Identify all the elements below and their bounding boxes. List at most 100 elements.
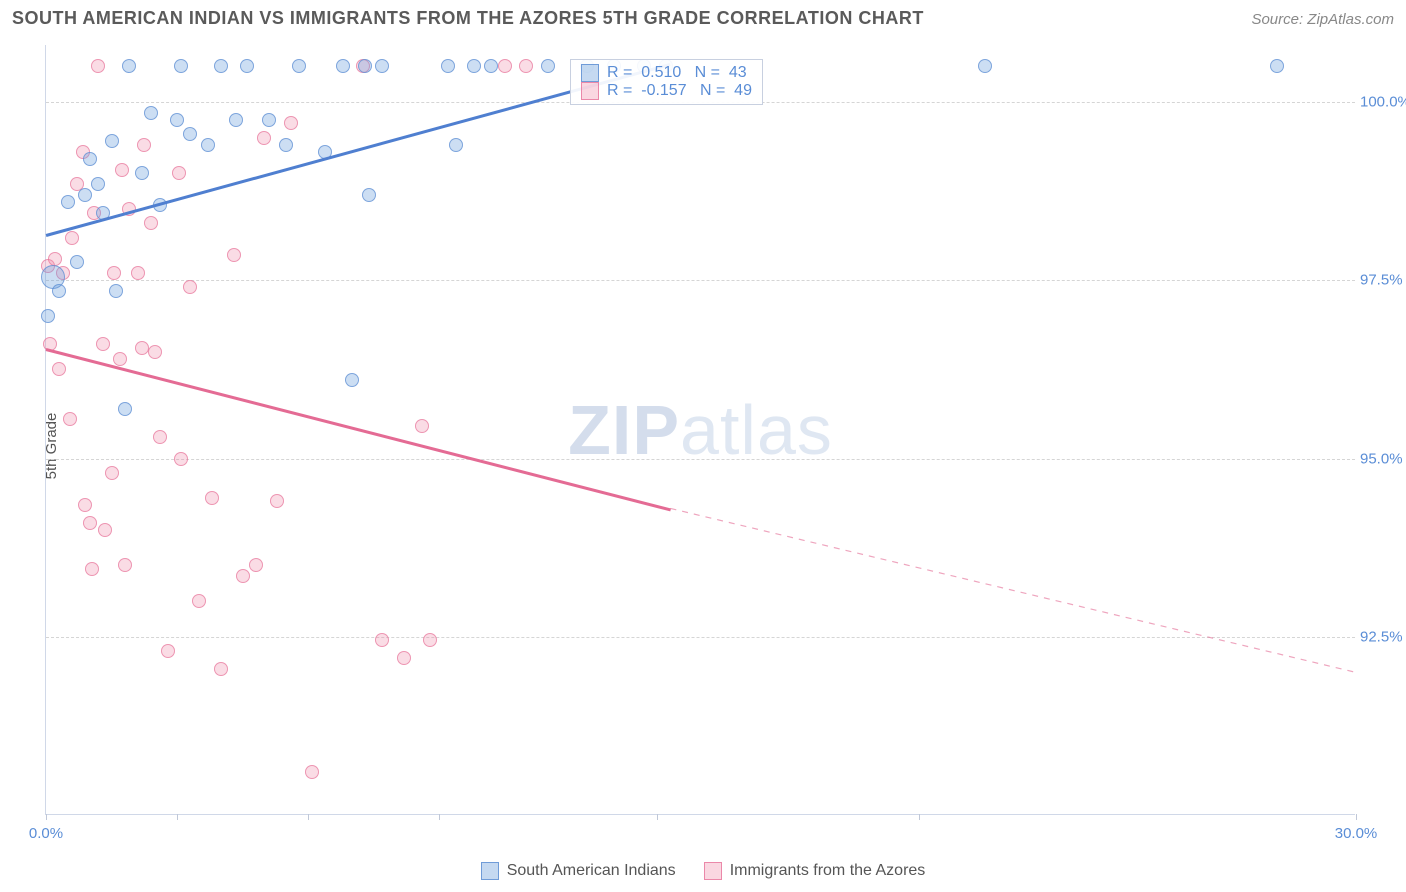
stats-legend: R = 0.510 N = 43R = -0.157 N = 49: [570, 59, 763, 105]
scatter-point: [41, 309, 55, 323]
scatter-point: [65, 231, 79, 245]
scatter-point: [498, 59, 512, 73]
scatter-point: [284, 116, 298, 130]
legend-swatch-blue: [481, 862, 499, 880]
bottom-legend-label: South American Indians: [507, 862, 676, 880]
scatter-point: [98, 523, 112, 537]
watermark: ZIPatlas: [568, 390, 833, 470]
y-tick-label: 100.0%: [1360, 94, 1406, 111]
scatter-point: [137, 138, 151, 152]
scatter-point: [83, 516, 97, 530]
gridline-h: [46, 459, 1355, 460]
scatter-point: [109, 284, 123, 298]
scatter-point: [148, 345, 162, 359]
y-tick-label: 95.0%: [1360, 450, 1406, 467]
scatter-point: [375, 633, 389, 647]
scatter-point: [541, 59, 555, 73]
scatter-point: [91, 177, 105, 191]
x-tick-mark: [1356, 814, 1357, 820]
legend-swatch-pink: [704, 862, 722, 880]
chart-plot-area: ZIPatlas 92.5%95.0%97.5%100.0%0.0%30.0%R…: [45, 45, 1355, 815]
chart-title: SOUTH AMERICAN INDIAN VS IMMIGRANTS FROM…: [12, 8, 924, 29]
scatter-point: [78, 188, 92, 202]
legend-swatch-blue: [581, 64, 599, 82]
scatter-point: [292, 59, 306, 73]
stats-legend-text: R = -0.157 N = 49: [607, 82, 752, 100]
scatter-point: [270, 494, 284, 508]
scatter-point: [83, 152, 97, 166]
scatter-point: [449, 138, 463, 152]
x-tick-mark: [308, 814, 309, 820]
scatter-point: [153, 430, 167, 444]
scatter-point: [227, 248, 241, 262]
bottom-legend-label: Immigrants from the Azores: [730, 862, 926, 880]
scatter-point: [135, 341, 149, 355]
x-tick-mark: [46, 814, 47, 820]
scatter-point: [105, 466, 119, 480]
scatter-point: [135, 166, 149, 180]
scatter-point: [144, 106, 158, 120]
scatter-point: [78, 498, 92, 512]
scatter-point: [375, 59, 389, 73]
scatter-point: [63, 412, 77, 426]
scatter-point: [174, 59, 188, 73]
scatter-point: [48, 252, 62, 266]
gridline-h: [46, 280, 1355, 281]
scatter-point: [183, 280, 197, 294]
x-tick-label: 30.0%: [1335, 825, 1378, 842]
scatter-point: [305, 765, 319, 779]
scatter-point: [201, 138, 215, 152]
stats-legend-text: R = 0.510 N = 43: [607, 64, 747, 82]
scatter-point: [96, 337, 110, 351]
trend-line-dashed: [46, 45, 1356, 815]
scatter-point: [397, 651, 411, 665]
x-tick-mark: [657, 814, 658, 820]
scatter-point: [415, 419, 429, 433]
scatter-point: [257, 131, 271, 145]
x-tick-mark: [439, 814, 440, 820]
chart-header: SOUTH AMERICAN INDIAN VS IMMIGRANTS FROM…: [12, 8, 1394, 29]
gridline-h: [46, 637, 1355, 638]
scatter-point: [240, 59, 254, 73]
scatter-point: [85, 562, 99, 576]
trend-line: [46, 348, 671, 511]
y-tick-label: 97.5%: [1360, 272, 1406, 289]
scatter-point: [118, 402, 132, 416]
scatter-point: [105, 134, 119, 148]
scatter-point: [183, 127, 197, 141]
scatter-point: [113, 352, 127, 366]
scatter-point: [484, 59, 498, 73]
scatter-point: [131, 266, 145, 280]
scatter-point: [170, 113, 184, 127]
scatter-point: [441, 59, 455, 73]
scatter-point: [467, 59, 481, 73]
x-tick-label: 0.0%: [29, 825, 63, 842]
scatter-point: [229, 113, 243, 127]
bottom-legend: South American Indians Immigrants from th…: [0, 862, 1406, 880]
scatter-point: [52, 362, 66, 376]
scatter-point: [61, 195, 75, 209]
scatter-point: [52, 284, 66, 298]
scatter-point: [362, 188, 376, 202]
scatter-point: [214, 59, 228, 73]
scatter-point: [174, 452, 188, 466]
scatter-point: [214, 662, 228, 676]
scatter-point: [107, 266, 121, 280]
scatter-point: [115, 163, 129, 177]
scatter-point: [144, 216, 158, 230]
scatter-point: [161, 644, 175, 658]
scatter-point: [236, 569, 250, 583]
watermark-light: atlas: [680, 391, 833, 469]
stats-legend-row: R = -0.157 N = 49: [581, 82, 752, 100]
scatter-point: [262, 113, 276, 127]
scatter-point: [172, 166, 186, 180]
x-tick-mark: [177, 814, 178, 820]
legend-swatch-pink: [581, 82, 599, 100]
scatter-point: [192, 594, 206, 608]
scatter-point: [122, 59, 136, 73]
scatter-point: [1270, 59, 1284, 73]
scatter-point: [249, 558, 263, 572]
scatter-point: [91, 59, 105, 73]
scatter-point: [336, 59, 350, 73]
scatter-point: [519, 59, 533, 73]
